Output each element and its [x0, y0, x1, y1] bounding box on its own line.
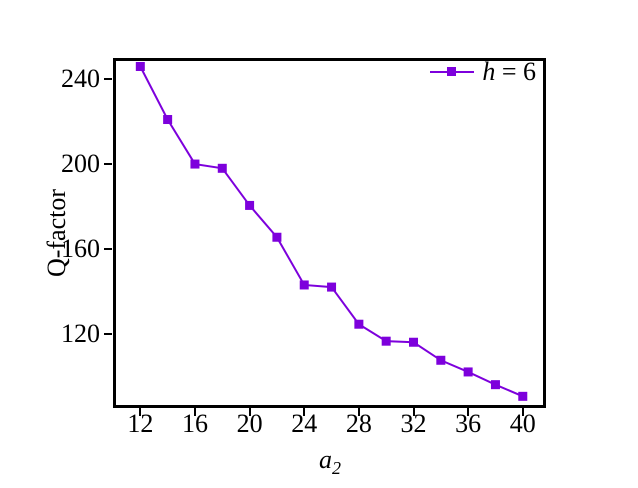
- x-tick-label: 40: [509, 409, 536, 438]
- x-tick-mark: [521, 408, 524, 416]
- x-tick-mark: [412, 408, 415, 416]
- x-tick-label: 20: [236, 409, 263, 438]
- legend-marker-icon: [447, 67, 457, 76]
- y-tick-label: 240: [61, 64, 100, 94]
- y-tick-label: 200: [61, 149, 100, 179]
- legend: h = 6: [113, 58, 540, 86]
- x-tick-mark: [467, 408, 470, 416]
- legend-label-var: h: [482, 57, 496, 86]
- x-tick-label: 16: [181, 409, 208, 438]
- legend-label-rest: = 6: [495, 57, 536, 86]
- x-tick-mark: [139, 408, 142, 416]
- x-tick-mark: [193, 408, 196, 416]
- y-axis-label: Q-factor: [42, 188, 71, 278]
- y-tick-mark: [104, 247, 112, 250]
- x-axis-label: a2: [319, 445, 341, 479]
- x-tick-mark: [303, 408, 306, 416]
- x-axis-label-subscript: 2: [332, 458, 341, 479]
- x-tick-label: 12: [127, 409, 154, 438]
- x-tick-mark: [248, 408, 251, 416]
- legend-key: [430, 67, 475, 77]
- x-tick-label: 28: [345, 409, 372, 438]
- y-tick-label: 160: [61, 233, 100, 263]
- y-tick-mark: [104, 78, 112, 81]
- x-tick-label: 24: [291, 409, 318, 438]
- x-tick-mark: [357, 408, 360, 416]
- y-tick-mark: [104, 163, 112, 166]
- legend-label: h = 6: [482, 59, 536, 85]
- plot-area: [113, 58, 546, 408]
- x-tick-label: 32: [400, 409, 427, 438]
- x-tick-label: 36: [455, 409, 482, 438]
- y-tick-mark: [104, 332, 112, 335]
- y-tick-label: 120: [61, 318, 100, 348]
- x-axis-label-var: a: [319, 445, 332, 474]
